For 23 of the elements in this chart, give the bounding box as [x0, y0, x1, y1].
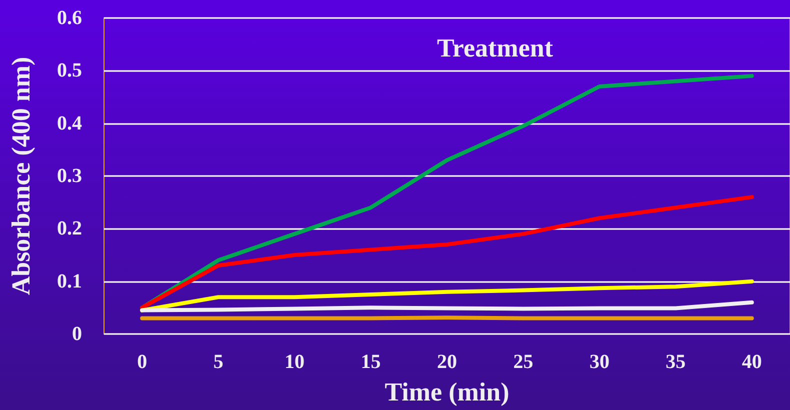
text: Treatment — [437, 34, 554, 62]
x-tick-label: 20 — [437, 351, 457, 373]
y-tick-label: 0.4 — [57, 112, 82, 134]
y-tick-label: 0.5 — [57, 60, 82, 82]
line-series — [140, 195, 754, 310]
x-tick-label: 30 — [589, 351, 610, 373]
line-series — [140, 300, 754, 312]
y-tick-label: 0 — [72, 323, 82, 345]
x-tick-label: 5 — [213, 351, 224, 373]
x-tick-label: 10 — [284, 351, 305, 373]
x-tick-label: 25 — [513, 351, 534, 373]
y-axis-title: Absorbance (400 nm) — [6, 56, 36, 296]
y-tick-label: 0.3 — [57, 165, 82, 187]
x-tick-label: 15 — [360, 351, 381, 373]
y-tick-label: 0.2 — [57, 218, 82, 240]
line-series — [140, 74, 754, 310]
x-tick-label: 35 — [666, 351, 686, 373]
x-axis-title: Time (min) — [384, 378, 510, 406]
x-tick-label: 0 — [137, 351, 148, 373]
y-tick-label: 0.6 — [57, 7, 82, 29]
line-series — [140, 279, 754, 312]
y-tick-label: 0.1 — [57, 270, 82, 292]
x-tick-label: 40 — [742, 351, 762, 373]
